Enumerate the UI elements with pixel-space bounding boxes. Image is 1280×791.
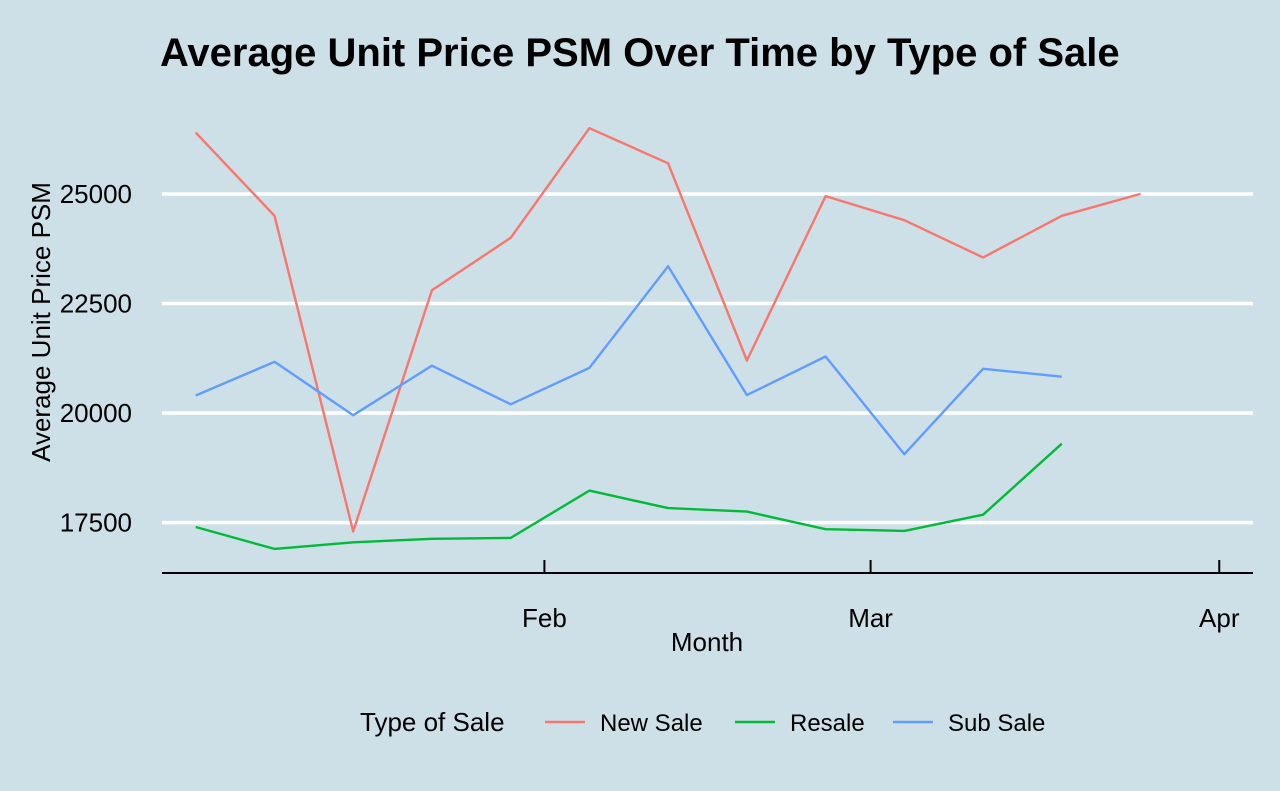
x-tick-label: Feb	[522, 603, 567, 633]
gridlines	[162, 192, 1253, 525]
y-tick-label: 17500	[60, 508, 132, 538]
x-tick-label: Apr	[1199, 603, 1240, 633]
chart-title: Average Unit Price PSM Over Time by Type…	[160, 31, 1120, 75]
y-tick-label: 25000	[60, 179, 132, 209]
series-line-new-sale	[194, 126, 1141, 533]
series-line-sub-sale	[195, 265, 1062, 456]
legend-label: New Sale	[600, 710, 703, 737]
legend-label: Resale	[790, 710, 865, 737]
y-tick-label: 22500	[60, 288, 132, 318]
series-lines	[194, 126, 1141, 551]
y-axis-ticks: 17500 20000 22500 25000	[60, 179, 132, 538]
y-tick-label: 20000	[60, 398, 132, 428]
legend-title: Type of Sale	[360, 707, 505, 737]
y-axis-label: Average Unit Price PSM	[26, 182, 56, 462]
series-line-resale	[195, 442, 1063, 551]
x-axis-ticks: Feb Mar Apr	[522, 560, 1240, 633]
x-tick-label: Mar	[848, 603, 893, 633]
x-axis-label: Month	[671, 627, 743, 657]
legend-label: Sub Sale	[948, 710, 1045, 737]
legend: Type of Sale New Sale Resale Sub Sale	[360, 707, 1045, 737]
